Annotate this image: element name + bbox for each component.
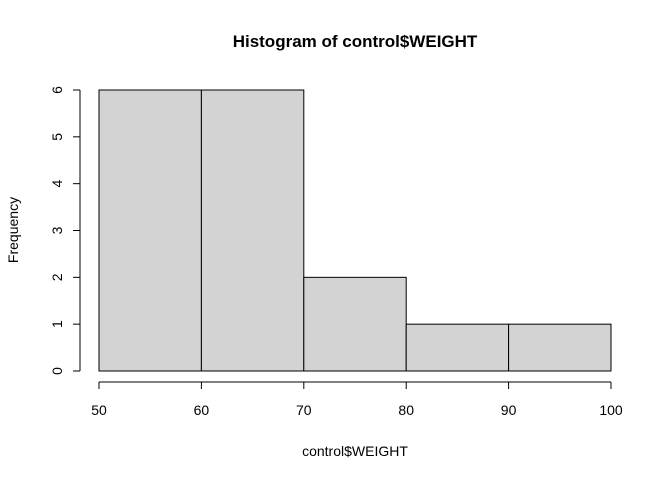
y-tick-label: 2 [49, 273, 65, 281]
x-tick-label: 70 [296, 402, 312, 418]
histogram-bar-0 [98, 89, 202, 372]
y-tick-label: 4 [49, 180, 65, 188]
x-tick-label: 100 [599, 402, 623, 418]
histogram-bar-1 [200, 89, 305, 372]
y-tick-label: 5 [49, 133, 65, 141]
y-tick-label: 3 [49, 226, 65, 234]
x-axis-label: control$WEIGHT [302, 443, 408, 459]
y-axis-label: Frequency [5, 197, 21, 263]
y-axis: 0 1 2 3 4 5 6 [49, 86, 81, 375]
histogram-bar-2 [303, 276, 407, 372]
x-tick-label: 80 [398, 402, 414, 418]
y-tick-label: 1 [49, 320, 65, 328]
bars-group [98, 89, 612, 372]
x-axis: 50 60 70 80 90 100 [91, 381, 623, 418]
x-tick-label: 50 [91, 402, 107, 418]
y-tick-label: 0 [49, 367, 65, 375]
chart-title: Histogram of control$WEIGHT [233, 32, 478, 51]
x-tick-label: 60 [194, 402, 210, 418]
histogram-bar-4 [508, 323, 612, 372]
y-tick-label: 6 [49, 86, 65, 94]
x-tick-label: 90 [501, 402, 517, 418]
histogram-bar-3 [405, 323, 510, 372]
